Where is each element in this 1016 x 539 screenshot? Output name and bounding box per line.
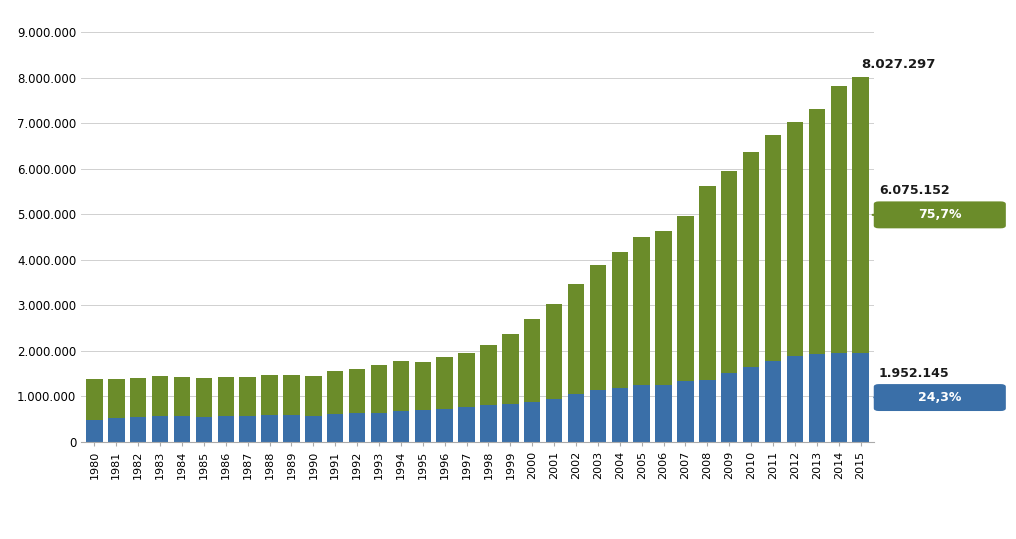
Bar [765,361,781,442]
Bar [371,365,387,413]
Bar [634,385,650,442]
Bar [130,378,146,417]
Bar [86,419,103,442]
Text: 8.027.297: 8.027.297 [862,58,936,71]
Bar [743,367,759,442]
Bar [699,186,715,379]
Bar [174,377,190,416]
Bar [371,413,387,442]
FancyArrowPatch shape [875,395,880,400]
Bar [415,410,431,442]
Bar [678,216,694,381]
Bar [327,414,343,442]
Bar [305,376,321,416]
Bar [108,418,125,442]
Bar [568,394,584,442]
Bar [196,378,212,417]
Bar [217,416,234,442]
Bar [348,369,366,413]
Bar [240,377,256,416]
Bar [174,416,190,442]
Bar [699,379,715,442]
Bar [305,416,321,442]
Bar [217,377,234,416]
Bar [481,345,497,405]
Text: 1.952.145: 1.952.145 [879,367,950,380]
Bar [130,417,146,442]
Bar [830,353,847,442]
Bar [502,334,518,404]
Bar [151,376,169,416]
Bar [348,413,366,442]
Bar [655,231,672,385]
Bar [283,376,300,416]
Bar [196,417,212,442]
Bar [809,354,825,442]
Bar [151,416,169,442]
Bar [393,361,409,411]
Bar [502,404,518,442]
Bar [612,388,628,442]
Bar [481,405,497,442]
Bar [283,416,300,442]
Bar [786,122,804,356]
Bar [437,409,453,442]
Bar [458,407,474,442]
Bar [612,252,628,388]
Bar [524,402,541,442]
Bar [261,416,277,442]
Bar [546,304,562,399]
Bar [830,86,847,353]
Bar [852,353,869,442]
Bar [589,390,607,442]
Bar [86,379,103,419]
Bar [524,319,541,402]
Bar [589,265,607,390]
Bar [108,378,125,418]
Bar [721,372,738,442]
Text: 24,3%: 24,3% [918,391,961,404]
Bar [415,362,431,410]
Text: 6.075.152: 6.075.152 [879,184,950,197]
Bar [765,135,781,361]
Bar [437,357,453,409]
Bar [852,77,869,353]
Bar [546,399,562,442]
Bar [240,416,256,442]
Bar [655,385,672,442]
Bar [634,237,650,385]
Text: 75,7%: 75,7% [918,209,961,222]
Bar [393,411,409,442]
Bar [458,354,474,407]
Bar [678,381,694,442]
Bar [809,109,825,354]
Bar [786,356,804,442]
Bar [327,370,343,414]
Bar [743,151,759,367]
Bar [721,171,738,372]
Bar [568,284,584,394]
FancyArrowPatch shape [875,213,880,217]
Bar [261,375,277,416]
